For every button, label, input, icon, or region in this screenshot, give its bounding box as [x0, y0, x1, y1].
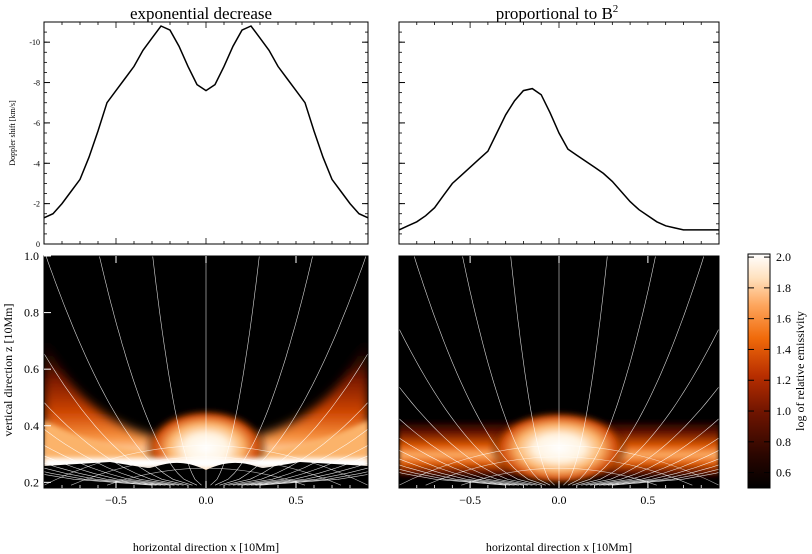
y-tick-label: -6 — [33, 119, 40, 128]
field-loop — [399, 445, 719, 486]
y-tick-label: 0 — [36, 240, 40, 249]
colorbar-tick-label: 0.6 — [776, 466, 791, 480]
colorbar-ticks: 0.6 0.8 1.0 1.2 1.4 1.6 1.8 2.0 — [748, 250, 791, 480]
field-line — [590, 437, 719, 486]
field-loop — [106, 467, 306, 486]
y-tick-label: -10 — [29, 38, 40, 47]
field-line — [576, 328, 719, 486]
y-tick-label: -8 — [33, 79, 40, 88]
y-tick-label: 0.8 — [24, 306, 39, 320]
field-line — [223, 352, 368, 486]
colorbar-tick-label: 1.2 — [776, 373, 791, 387]
y-tick-label: 0.6 — [24, 362, 39, 376]
field-line — [210, 256, 260, 486]
heatmap-right-xlabel: horizontal direction x [10Mm] — [486, 540, 632, 554]
field-line — [228, 401, 368, 486]
panel-top-right — [398, 21, 720, 245]
field-line — [232, 428, 368, 486]
colorbar-tick-label: 2.0 — [776, 250, 791, 264]
colorbar-label: log of relative emissivity — [793, 311, 807, 431]
field-line — [214, 256, 313, 486]
y-tick-label: 0.4 — [24, 419, 39, 433]
field-line — [237, 445, 368, 486]
x-tick-label: −0.5 — [105, 493, 127, 507]
y-tick-label: -4 — [33, 159, 40, 168]
colorbar-tick-label: 1.4 — [776, 342, 791, 356]
colorbar-tick-label: 0.8 — [776, 435, 791, 449]
colorbar-tick-label: 1.0 — [776, 404, 791, 418]
heatmap-left-y-ticks: 0.2 0.4 0.6 0.8 1.0 — [24, 249, 51, 489]
field-lines-left — [44, 256, 368, 486]
field-line — [44, 428, 180, 486]
heatmap-left-x-ticks: −0.5 0.0 0.5 — [61, 256, 351, 507]
series-line-proportional — [398, 87, 719, 231]
heatmap-left-lobes — [44, 330, 368, 468]
series-line-exponential — [43, 25, 369, 219]
colorbar: 0.6 0.8 1.0 1.2 1.4 1.6 1.8 2.0 — [747, 250, 791, 489]
field-loop — [461, 467, 657, 486]
title-right-text: proportional to B — [496, 4, 613, 23]
field-loop — [425, 456, 693, 486]
field-line — [567, 256, 656, 486]
field-line — [219, 256, 367, 486]
field-line — [413, 256, 546, 486]
field-line — [152, 256, 202, 486]
field-line — [44, 352, 189, 486]
x-tick-label: 0.5 — [289, 493, 304, 507]
x-tick-label: 0.5 — [640, 493, 655, 507]
x-tick-label: −0.5 — [459, 493, 481, 507]
field-line — [44, 445, 175, 486]
field-line — [399, 418, 533, 486]
field-line — [399, 437, 528, 486]
panel-top-left-frame — [43, 21, 369, 245]
heatmap-left — [44, 256, 368, 488]
title-right: proportional to B2 — [496, 3, 619, 23]
top-right-y-ticks — [399, 21, 719, 245]
x-tick-label: 0.0 — [199, 493, 214, 507]
field-lines-right — [399, 256, 719, 486]
field-line — [572, 256, 705, 486]
y-tick-label: 1.0 — [24, 249, 39, 263]
heatmap-left-boundary — [44, 462, 368, 476]
y-tick-label: -2 — [33, 200, 40, 209]
heatmap-right-x-ticks: −0.5 0.0 0.5 — [416, 256, 702, 507]
heatmap-right — [399, 256, 719, 488]
colorbar-tick-label: 1.6 — [776, 312, 791, 326]
heatmap-left-bright-band — [44, 420, 368, 466]
field-line — [44, 401, 184, 486]
panel-top-left: 0 -2 -4 -6 -8 -10 — [29, 21, 369, 249]
field-line — [581, 386, 719, 486]
top-left-y-ticks: 0 -2 -4 -6 -8 -10 — [29, 21, 368, 249]
field-line — [399, 328, 542, 486]
title-right-sup: 2 — [613, 3, 619, 15]
heatmap-left-xlabel: horizontal direction x [10Mm] — [133, 540, 279, 554]
field-line — [45, 256, 193, 486]
field-loop — [44, 445, 368, 486]
field-line — [462, 256, 551, 486]
y-tick-label: 0.2 — [24, 475, 39, 489]
field-line — [585, 418, 719, 486]
colorbar-tick-label: 1.8 — [776, 281, 791, 295]
x-tick-label: 0.0 — [552, 493, 567, 507]
heatmap-left-ylabel: vertical direction z [10Mm] — [1, 304, 15, 437]
title-left: exponential decrease — [130, 4, 272, 23]
field-line — [399, 386, 537, 486]
field-line — [99, 256, 198, 486]
top-left-ylabel: Doppler shift [km/s] — [8, 100, 17, 166]
colorbar-gradient — [747, 253, 771, 489]
field-loop — [70, 456, 342, 486]
